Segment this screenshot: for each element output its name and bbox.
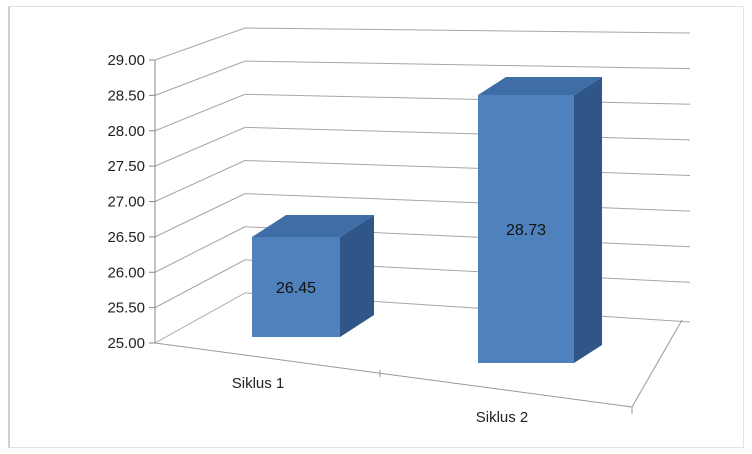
gridline-back: [244, 27, 691, 34]
y-tick-label: 26.50: [107, 229, 145, 246]
bar-side-face: [574, 77, 602, 363]
gridline-side: [154, 60, 246, 96]
bars: 26.45 28.73: [252, 77, 602, 363]
gridline-side: [154, 292, 246, 344]
data-label: 26.45: [276, 280, 316, 297]
gridline-side: [154, 259, 246, 309]
bar-side-face: [340, 215, 374, 337]
x-axis-categories: Siklus 1 Siklus 2: [232, 375, 529, 426]
bar: [478, 95, 574, 363]
gridline-side: [154, 160, 246, 202]
x-category-label: Siklus 1: [232, 375, 285, 392]
gridline-side: [154, 193, 246, 238]
gridline-side: [154, 27, 246, 61]
y-tick-label: 28.50: [107, 87, 145, 104]
y-tick-label: 29.00: [107, 52, 145, 69]
bar-top-face: [252, 215, 374, 237]
y-tick-label: 27.00: [107, 194, 145, 211]
y-tick-label: 25.50: [107, 300, 145, 317]
floor-front-edge: [154, 342, 633, 408]
gridline-back: [244, 60, 691, 70]
x-category-label: Siklus 2: [476, 409, 529, 426]
floor-right-edge: [631, 319, 683, 408]
y-tick-label: 26.00: [107, 264, 145, 281]
bar: [252, 237, 340, 337]
gridline-side: [154, 226, 246, 273]
y-tick-label: 28.00: [107, 123, 145, 140]
y-tick-label: 27.50: [107, 158, 145, 175]
data-label: 28.73: [506, 222, 546, 239]
y-axis-ticks: 25.00 25.50 26.00 26.50 27.00 27.50 28.00 28.50…: [107, 52, 145, 352]
gridline-back: [244, 126, 691, 141]
chart-frame: [8, 6, 744, 448]
y-tick-label: 25.00: [107, 335, 145, 352]
gridline-back: [244, 160, 691, 176]
gridline-back: [244, 93, 691, 105]
bar-top-face: [478, 77, 602, 95]
gridlines: [149, 27, 691, 414]
gridline-side: [154, 126, 246, 167]
gridline-side: [154, 93, 246, 132]
gridline-back: [244, 193, 691, 212]
